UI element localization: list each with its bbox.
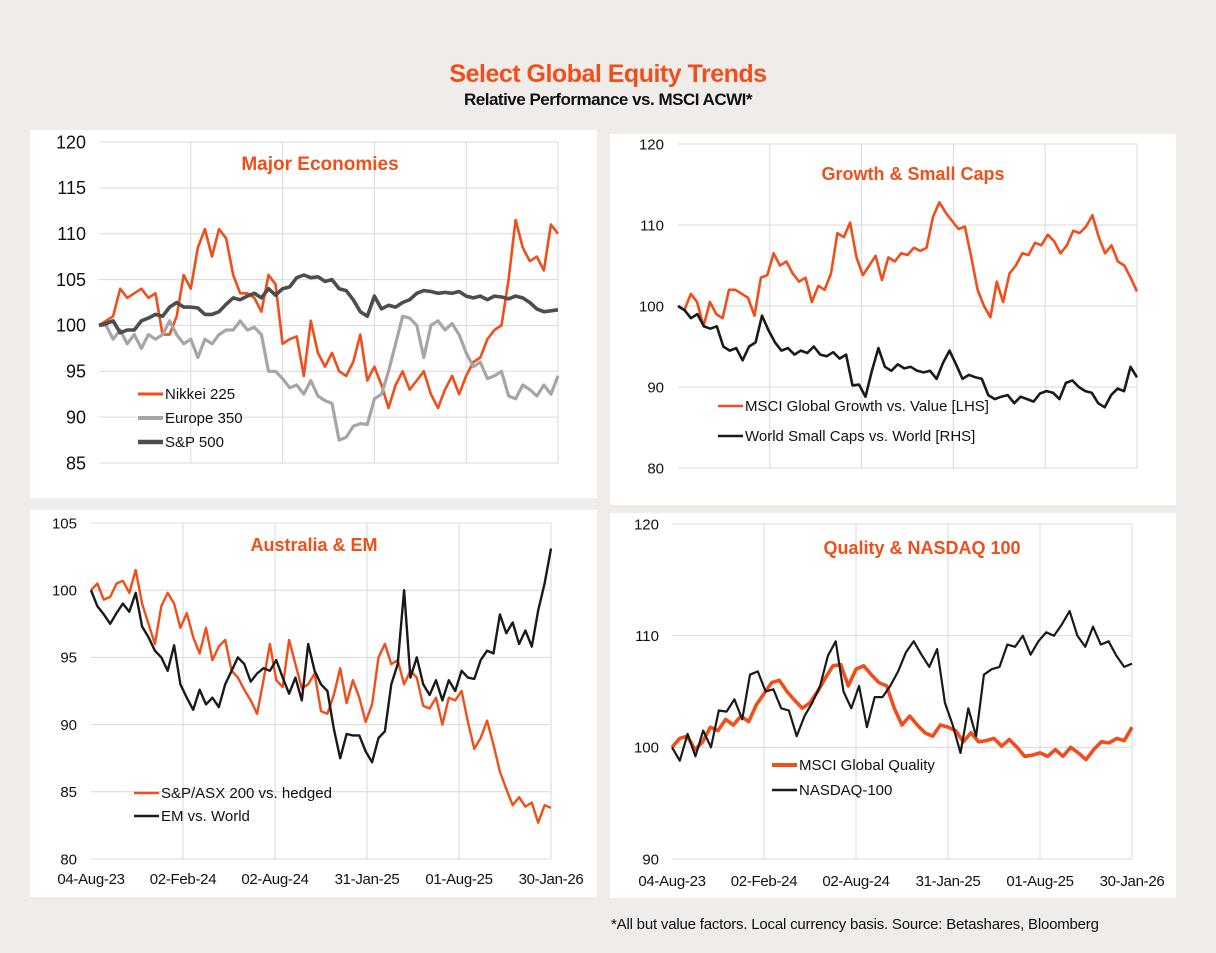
x-tick-label: 02-Aug-24 [241, 871, 308, 888]
series-line [670, 662, 1134, 762]
y-tick-label: 85 [66, 453, 86, 473]
y-tick-label: 90 [642, 851, 659, 868]
y-tick-label: 95 [60, 650, 77, 667]
chart-title: Growth & Small Caps [821, 164, 1004, 184]
chart-panel-major-economies: 85 90 95 100 105 110 115 120 Major Economies Nikk… [30, 130, 597, 498]
series-line [99, 314, 560, 442]
legend: S&P/ASX 200 vs. hedged EM vs. World [134, 785, 332, 825]
y-tick-label: 120 [639, 136, 664, 153]
series-s-p-asx-200-vs-hedged [90, 568, 552, 824]
gridlines [672, 523, 1133, 860]
series-line [98, 273, 559, 335]
gridlines [91, 522, 552, 860]
y-tick-label: 90 [60, 717, 77, 734]
y-tick-label: 80 [647, 460, 664, 477]
series-s-p-500 [98, 273, 559, 335]
series-line [677, 201, 1139, 328]
y-tick-label: 110 [640, 217, 664, 234]
chart-title: Quality & NASDAQ 100 [823, 538, 1020, 558]
x-tick-label: 02-Feb-24 [150, 871, 217, 888]
y-tick-label: 90 [647, 379, 664, 396]
x-tick-label: 31-Jan-25 [335, 871, 400, 888]
legend: MSCI Global Quality NASDAQ-100 [772, 757, 935, 799]
y-tick-label: 100 [634, 740, 659, 757]
series-msci-global-growth-vs-value-lhs- [677, 201, 1139, 328]
series-line [98, 218, 560, 410]
chart-title: Major Economies [241, 154, 398, 175]
y-tick-label: 120 [56, 132, 86, 152]
chart-panel-quality-nasdaq: 90 100 110 120 04-Aug-23 02-Feb-24 02-Aug-24 31… [610, 513, 1176, 898]
chart-growth-small-caps: 80 90 100 110 120 Growth & Small Caps MSCI Glo… [639, 136, 1139, 477]
x-tick-label: 30-Jan-26 [519, 871, 584, 888]
y-tick-label: 100 [56, 316, 86, 336]
y-tick-label: 90 [66, 407, 86, 427]
legend: Nikkei 225 Europe 350 S&P 500 [138, 386, 243, 451]
legend-label: Europe 350 [165, 410, 243, 427]
x-tick-label: 02-Aug-24 [822, 873, 889, 890]
y-tick-label: 120 [634, 516, 659, 533]
x-tick-label: 04-Aug-23 [57, 871, 124, 888]
series-msci-global-quality [670, 662, 1134, 762]
legend: MSCI Global Growth vs. Value [LHS] World … [718, 398, 989, 445]
y-tick-label: 105 [56, 270, 86, 290]
series-em-vs-world [89, 548, 553, 764]
legend-label: MSCI Global Growth vs. Value [LHS] [745, 398, 989, 415]
series-line [90, 568, 552, 824]
source-footnote: *All but value factors. Local currency b… [611, 916, 1099, 933]
gridlines [678, 143, 1138, 469]
legend-label: NASDAQ-100 [799, 782, 892, 799]
series-nikkei-225 [98, 218, 560, 410]
x-tick-label: 30-Jan-26 [1100, 873, 1165, 890]
series-line [89, 548, 553, 764]
legend-label: MSCI Global Quality [799, 757, 935, 774]
series-line [677, 304, 1139, 409]
series-europe-350 [99, 314, 560, 442]
y-tick-label: 105 [52, 515, 77, 532]
x-tick-label: 02-Feb-24 [731, 873, 798, 890]
chart-panel-growth-small-caps: 80 90 100 110 120 Growth & Small Caps MSCI Glo… [610, 134, 1176, 505]
series-nasdaq-100 [671, 609, 1133, 762]
y-tick-label: 100 [52, 582, 77, 599]
y-tick-label: 85 [60, 784, 77, 801]
x-tick-label: 01-Aug-25 [1006, 873, 1073, 890]
legend-label: S&P/ASX 200 vs. hedged [161, 785, 332, 802]
x-tick-label: 01-Aug-25 [425, 871, 492, 888]
y-tick-label: 115 [57, 178, 86, 198]
chart-major-economies: 85 90 95 100 105 110 115 120 Major Economies Nikk… [56, 132, 560, 473]
legend-label: World Small Caps vs. World [RHS] [745, 428, 975, 445]
y-tick-label: 100 [639, 298, 664, 315]
y-tick-label: 110 [635, 628, 659, 645]
y-tick-label: 95 [66, 362, 86, 382]
legend-label: S&P 500 [165, 434, 224, 451]
chart-quality-nasdaq: 90 100 110 120 04-Aug-23 02-Feb-24 02-Aug-24 31… [634, 516, 1165, 890]
series-world-small-caps-vs-world-rhs- [677, 304, 1139, 409]
x-tick-label: 04-Aug-23 [638, 873, 705, 890]
chart-panel-australia-em: 80 85 90 95 100 105 04-Aug-23 02-Feb-24 02-Aug-2… [30, 510, 597, 897]
legend-label: EM vs. World [161, 808, 250, 825]
y-tick-label: 110 [57, 224, 86, 244]
chart-title: Australia & EM [250, 535, 377, 555]
legend-label: Nikkei 225 [165, 386, 235, 403]
x-tick-label: 31-Jan-25 [916, 873, 981, 890]
y-tick-label: 80 [60, 851, 77, 868]
page-subtitle: Relative Performance vs. MSCI ACWI* [464, 90, 752, 109]
chart-australia-em: 80 85 90 95 100 105 04-Aug-23 02-Feb-24 02-Aug-2… [52, 515, 584, 888]
page-title: Select Global Equity Trends [449, 60, 767, 88]
series-line [671, 609, 1133, 762]
